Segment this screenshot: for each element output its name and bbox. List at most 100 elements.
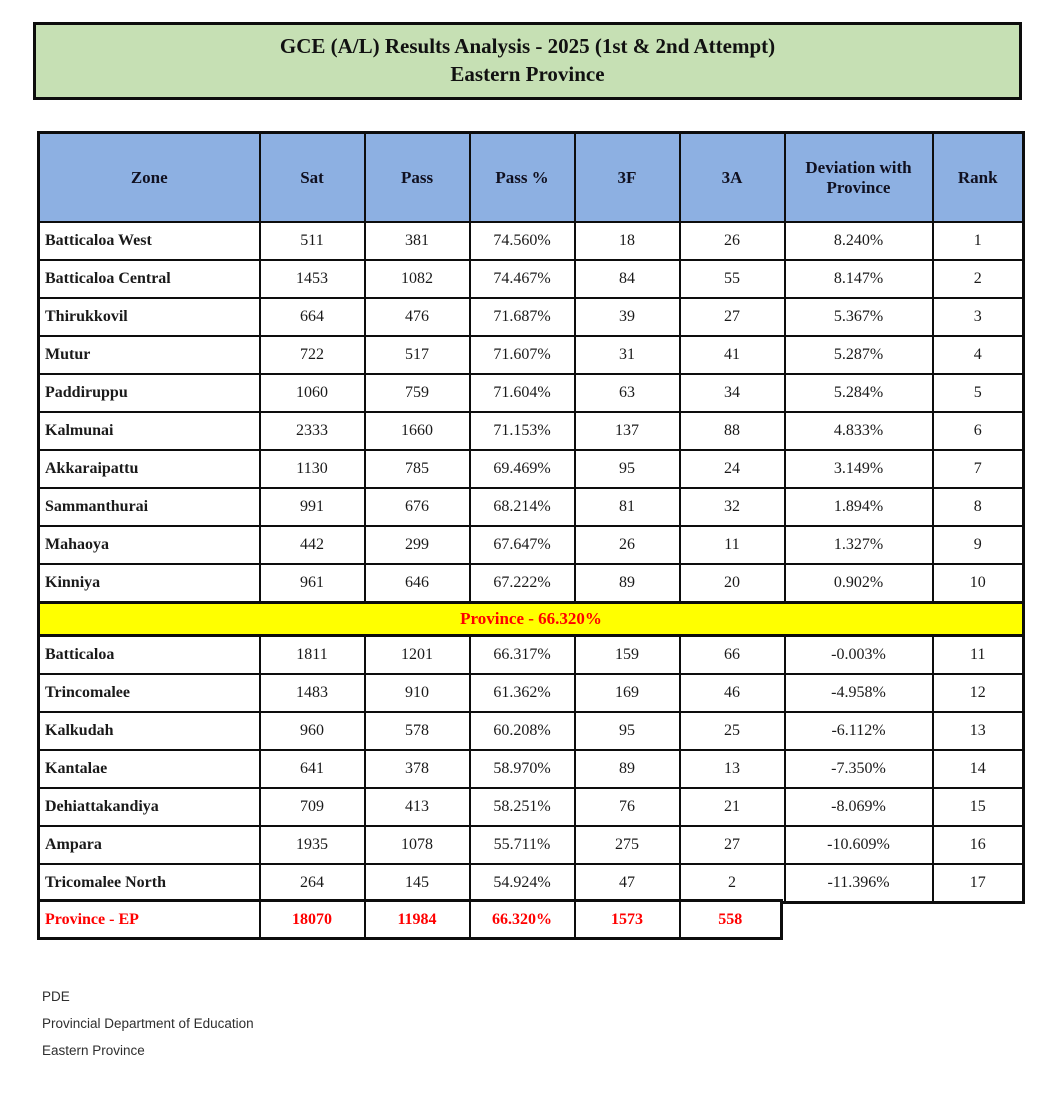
rank-cell: 15: [931, 787, 1025, 827]
province-average-label: Province - 66.320%: [37, 601, 1025, 637]
zone-cell: Mutur: [37, 335, 261, 375]
footer-org-name: Provincial Department of Education: [42, 1016, 254, 1031]
deviation-cell: -7.350%: [783, 749, 934, 789]
sat-cell: 641: [258, 749, 366, 789]
f3-cell: 63: [573, 373, 681, 413]
a3-cell: 20: [678, 563, 786, 604]
zone-cell: Batticaloa West: [37, 221, 261, 261]
deviation-cell: 4.833%: [783, 411, 934, 451]
pass-pct-cell: 67.222%: [468, 563, 576, 604]
rank-cell: 3: [931, 297, 1025, 337]
pass-pct-cell: 67.647%: [468, 525, 576, 565]
pass-pct-cell: 74.560%: [468, 221, 576, 261]
sat-cell: 442: [258, 525, 366, 565]
rank-cell: 11: [931, 634, 1025, 675]
a3-cell: 21: [678, 787, 786, 827]
sat-cell: 1453: [258, 259, 366, 299]
zone-cell: Ampara: [37, 825, 261, 865]
table-row: Mahaoya 442 299 67.647% 26 11 1.327% 9: [37, 525, 1025, 565]
rank-cell: 17: [931, 863, 1025, 904]
sat-cell: 511: [258, 221, 366, 261]
rank-cell: 16: [931, 825, 1025, 865]
a3-cell: 34: [678, 373, 786, 413]
pass-pct-cell: 74.467%: [468, 259, 576, 299]
rank-cell: 8: [931, 487, 1025, 527]
sat-cell: 1483: [258, 673, 366, 713]
a3-cell: 26: [678, 221, 786, 261]
pass-cell: 785: [363, 449, 471, 489]
pass-pct-cell: 60.208%: [468, 711, 576, 751]
deviation-cell: 8.240%: [783, 221, 934, 261]
pass-cell: 759: [363, 373, 471, 413]
a3-cell: 25: [678, 711, 786, 751]
table-row: Akkaraipattu 1130 785 69.469% 95 24 3.149% 7: [37, 449, 1025, 489]
f3-cell: 18: [573, 221, 681, 261]
table-row: Sammanthurai 991 676 68.214% 81 32 1.894% 8: [37, 487, 1025, 527]
pass-pct-cell: 58.970%: [468, 749, 576, 789]
deviation-cell: 5.367%: [783, 297, 934, 337]
sat-cell: 664: [258, 297, 366, 337]
a3-cell: 24: [678, 449, 786, 489]
table-row: Ampara 1935 1078 55.711% 275 27 -10.609% 16: [37, 825, 1025, 865]
pass-pct-cell: 71.607%: [468, 335, 576, 375]
footer-province: Eastern Province: [42, 1043, 145, 1058]
sat-cell: 709: [258, 787, 366, 827]
f3-cell: 47: [573, 863, 681, 904]
f3-cell: 84: [573, 259, 681, 299]
deviation-cell: -6.112%: [783, 711, 934, 751]
rank-cell: 4: [931, 335, 1025, 375]
zone-cell: Mahaoya: [37, 525, 261, 565]
sat-cell: 2333: [258, 411, 366, 451]
f3-cell: 81: [573, 487, 681, 527]
rank-cell: 12: [931, 673, 1025, 713]
sat-cell: 1935: [258, 825, 366, 865]
rank-cell: 14: [931, 749, 1025, 789]
f3-cell: 39: [573, 297, 681, 337]
table-row: Batticaloa West 511 381 74.560% 18 26 8.240% 1: [37, 221, 1025, 261]
deviation-cell: -4.958%: [783, 673, 934, 713]
a3-cell: 11: [678, 525, 786, 565]
table-row: Batticaloa 1811 1201 66.317% 159 66 -0.003% 11: [37, 634, 1025, 675]
f3-cell: 159: [573, 634, 681, 675]
f3-cell: 95: [573, 449, 681, 489]
table-row: Thirukkovil 664 476 71.687% 39 27 5.367% 3: [37, 297, 1025, 337]
pass-pct-cell: 58.251%: [468, 787, 576, 827]
pass-pct-cell: 68.214%: [468, 487, 576, 527]
table-row: Kalmunai 2333 1660 71.153% 137 88 4.833% 6: [37, 411, 1025, 451]
f3-cell: 95: [573, 711, 681, 751]
f3-cell: 31: [573, 335, 681, 375]
summary-pass-cell: 11984: [363, 899, 471, 940]
deviation-cell: -11.396%: [783, 863, 934, 904]
summary-sat-cell: 18070: [258, 899, 366, 940]
pass-cell: 676: [363, 487, 471, 527]
f3-cell: 275: [573, 825, 681, 865]
zone-cell: Batticaloa: [37, 634, 261, 675]
a3-cell: 46: [678, 673, 786, 713]
column-header-3a: 3A: [678, 131, 786, 223]
pass-cell: 299: [363, 525, 471, 565]
pass-pct-cell: 54.924%: [468, 863, 576, 904]
zone-cell: Kantalae: [37, 749, 261, 789]
column-header-3f: 3F: [573, 131, 681, 223]
zone-cell: Dehiattakandiya: [37, 787, 261, 827]
table-row: Mutur 722 517 71.607% 31 41 5.287% 4: [37, 335, 1025, 375]
zone-cell: Akkaraipattu: [37, 449, 261, 489]
pass-pct-cell: 66.317%: [468, 634, 576, 675]
footer-org-abbrev: PDE: [42, 989, 70, 1004]
f3-cell: 26: [573, 525, 681, 565]
pass-cell: 381: [363, 221, 471, 261]
report-subtitle: Eastern Province: [450, 62, 605, 86]
a3-cell: 27: [678, 825, 786, 865]
pass-pct-cell: 69.469%: [468, 449, 576, 489]
a3-cell: 41: [678, 335, 786, 375]
f3-cell: 137: [573, 411, 681, 451]
report-title: GCE (A/L) Results Analysis - 2025 (1st &…: [279, 34, 776, 58]
f3-cell: 169: [573, 673, 681, 713]
deviation-cell: 0.902%: [783, 563, 934, 604]
rank-cell: 9: [931, 525, 1025, 565]
deviation-cell: -10.609%: [783, 825, 934, 865]
deviation-cell: 5.284%: [783, 373, 934, 413]
zone-cell: Kalmunai: [37, 411, 261, 451]
a3-cell: 27: [678, 297, 786, 337]
sat-cell: 991: [258, 487, 366, 527]
